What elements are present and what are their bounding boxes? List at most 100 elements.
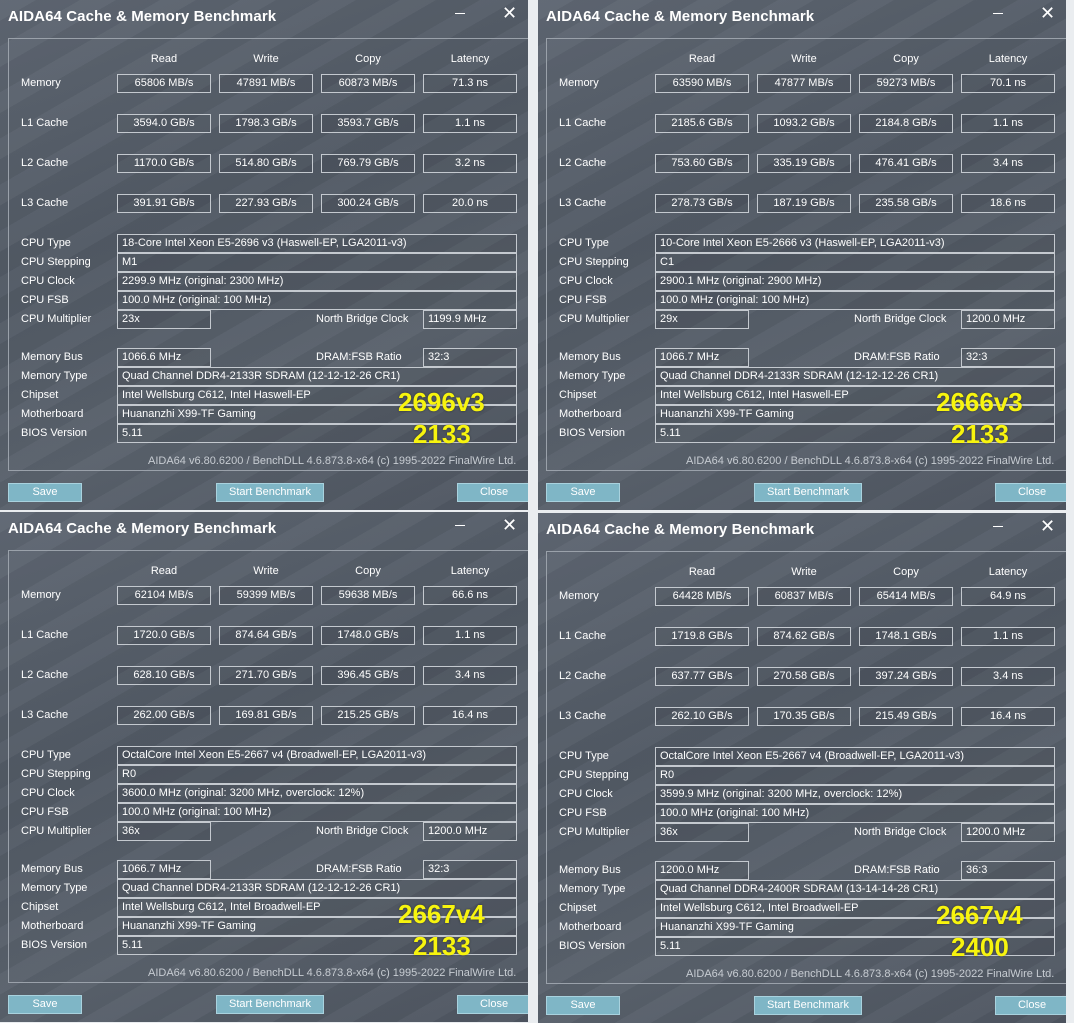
close-button[interactable]: Close [457,483,528,502]
results-panel: Read Write Copy Latency Memory 63590 MB/s 4787… [546,38,1066,471]
start-benchmark-button[interactable]: Start Benchmark [216,483,324,502]
column-header-copy: Copy [893,53,919,65]
close-window-icon[interactable]: ✕ [502,515,518,536]
column-header-read: Read [688,566,716,578]
label-cpu-clock: CPU Clock [559,788,613,800]
result-value: 1748.0 GB/s [321,626,415,645]
result-value: 215.25 GB/s [321,706,415,725]
result-value: 278.73 GB/s [655,194,749,213]
result-value: 18.6 ns [961,194,1055,213]
result-value: 335.19 GB/s [757,154,851,173]
result-value: 3.4 ns [423,666,517,685]
column-header-copy: Copy [355,565,381,577]
label-nb-clock: North Bridge Clock [316,313,409,325]
overlay-memory-speed: 2133 [413,419,471,449]
close-button[interactable]: Close [457,995,528,1014]
save-button[interactable]: Save [546,483,620,502]
overlay-cpu-model: 2666v3 [936,387,1023,417]
minimize-button[interactable] [993,13,1003,14]
minimize-button[interactable] [455,13,465,14]
label-memory-type: Memory Type [559,883,626,895]
result-value: 60873 MB/s [321,74,415,93]
row-label-memory: Memory [21,589,61,601]
value-cpu-clock: 3600.0 MHz (original: 3200 MHz, overcloc… [117,784,517,803]
column-header-write: Write [791,53,817,65]
result-value: 397.24 GB/s [859,667,953,686]
start-benchmark-button[interactable]: Start Benchmark [216,995,324,1014]
title-bar: AIDA64 Cache & Memory Benchmark ✕ [0,512,528,544]
value-nb-clock: 1200.0 MHz [423,822,517,841]
window-title: AIDA64 Cache & Memory Benchmark [546,521,815,538]
result-value: 235.58 GB/s [859,194,953,213]
result-value: 215.49 GB/s [859,707,953,726]
result-value: 753.60 GB/s [655,154,749,173]
row-label-l3-cache: L3 Cache [559,197,607,209]
save-button[interactable]: Save [8,483,82,502]
row-label-l1-cache: L1 Cache [559,630,607,642]
result-value: 1748.1 GB/s [859,627,953,646]
close-button[interactable]: Close [995,996,1066,1015]
close-button[interactable]: Close [995,483,1066,502]
value-bios: 5.11 [117,936,517,955]
value-chipset: Intel Wellsburg C612, Intel Haswell-EP [655,386,1055,405]
save-button[interactable]: Save [8,995,82,1014]
result-value: 59273 MB/s [859,74,953,93]
value-nb-clock: 1199.9 MHz [423,310,517,329]
label-cpu-clock: CPU Clock [21,275,75,287]
value-cpu-stepping: R0 [117,765,517,784]
column-header-latency: Latency [450,53,490,65]
result-value: 1.1 ns [423,114,517,133]
value-cpu-stepping: C1 [655,253,1055,272]
result-value: 3.2 ns [423,154,517,173]
close-window-icon[interactable]: ✕ [502,3,518,24]
footer-copyright: AIDA64 v6.80.6200 / BenchDLL 4.6.873.8-x… [148,455,517,467]
result-value: 170.35 GB/s [757,707,851,726]
label-memory-type: Memory Type [21,370,88,382]
save-button[interactable]: Save [546,996,620,1015]
label-memory-type: Memory Type [21,882,88,894]
title-bar: AIDA64 Cache & Memory Benchmark ✕ [538,513,1066,545]
result-value: 1719.8 GB/s [655,627,749,646]
close-window-icon[interactable]: ✕ [1040,3,1056,24]
result-value: 1093.2 GB/s [757,114,851,133]
row-label-l3-cache: L3 Cache [559,710,607,722]
result-value: 628.10 GB/s [117,666,211,685]
value-dram-ratio: 32:3 [961,348,1055,367]
result-value: 3.4 ns [961,154,1055,173]
label-dram-ratio: DRAM:FSB Ratio [316,863,402,875]
result-value: 227.93 GB/s [219,194,313,213]
value-cpu-stepping: R0 [655,766,1055,785]
result-value: 66.6 ns [423,586,517,605]
value-cpu-fsb: 100.0 MHz (original: 100 MHz) [655,804,1055,823]
close-window-icon[interactable]: ✕ [1040,516,1056,537]
row-label-l1-cache: L1 Cache [559,117,607,129]
result-value: 59638 MB/s [321,586,415,605]
start-benchmark-button[interactable]: Start Benchmark [754,483,862,502]
overlay-cpu-model: 2667v4 [936,900,1023,930]
overlay-memory-speed: 2133 [413,931,471,961]
start-benchmark-button[interactable]: Start Benchmark [754,996,862,1015]
label-cpu-type: CPU Type [559,750,609,762]
value-cpu-type: OctalCore Intel Xeon E5-2667 v4 (Broadwe… [655,747,1055,766]
label-cpu-type: CPU Type [559,237,609,249]
result-value: 1720.0 GB/s [117,626,211,645]
label-cpu-stepping: CPU Stepping [21,768,91,780]
label-motherboard: Motherboard [21,920,84,932]
value-dram-ratio: 36:3 [961,861,1055,880]
label-memory-bus: Memory Bus [21,351,83,363]
value-motherboard: Huananzhi X99-TF Gaming [117,917,517,936]
minimize-button[interactable] [455,525,465,526]
result-value: 16.4 ns [423,706,517,725]
label-cpu-multiplier: CPU Multiplier [559,826,630,838]
minimize-button[interactable] [993,526,1003,527]
window-title: AIDA64 Cache & Memory Benchmark [8,520,277,537]
result-value: 187.19 GB/s [757,194,851,213]
result-value: 2185.6 GB/s [655,114,749,133]
overlay-cpu-model: 2667v4 [398,899,485,929]
column-header-read: Read [150,53,178,65]
window-title: AIDA64 Cache & Memory Benchmark [8,8,277,25]
value-bios: 5.11 [117,424,517,443]
value-cpu-multiplier: 29x [655,310,749,329]
label-dram-ratio: DRAM:FSB Ratio [316,351,402,363]
result-value: 476.41 GB/s [859,154,953,173]
